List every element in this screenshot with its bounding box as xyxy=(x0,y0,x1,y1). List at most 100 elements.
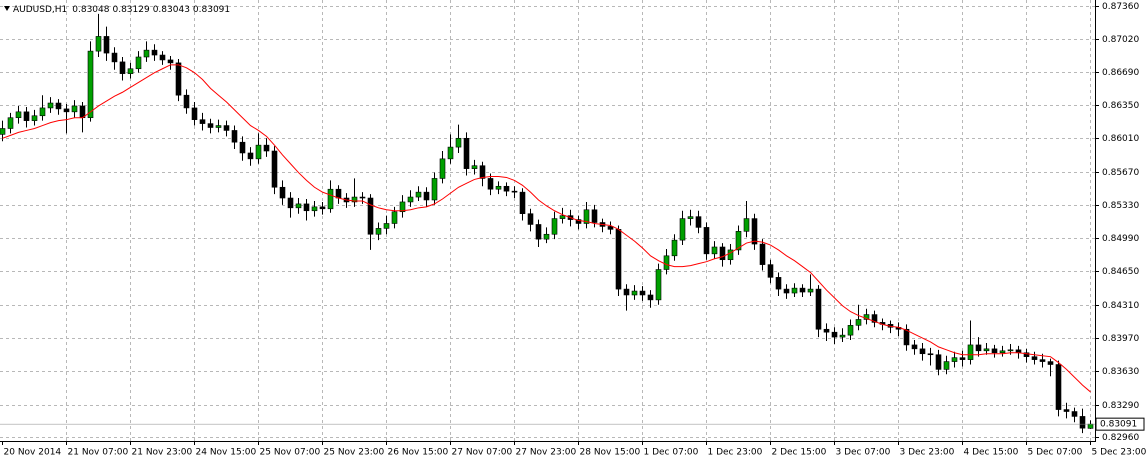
candle-body xyxy=(607,226,614,230)
candle-body xyxy=(239,141,246,154)
x-tick-label: 3 Dec 07:00 xyxy=(836,448,891,458)
y-tick-label: 0.84990 xyxy=(1102,234,1139,244)
candle-body xyxy=(471,165,478,169)
candle-body xyxy=(735,231,742,251)
candle-body xyxy=(255,144,262,160)
y-tick-label: 0.82960 xyxy=(1102,433,1139,443)
candle-body xyxy=(975,344,982,352)
chart-title: AUDUSD,H1 0.83048 0.83129 0.83043 0.83091 xyxy=(13,5,230,15)
candle-body xyxy=(1031,356,1038,360)
x-tick-label: 5 Dec 07:00 xyxy=(1028,448,1083,458)
candle-body xyxy=(383,223,390,229)
candle-body xyxy=(959,357,966,360)
candle-body xyxy=(7,117,14,129)
x-tick-label: 20 Nov 2014 xyxy=(4,448,62,458)
y-tick-label: 0.83970 xyxy=(1102,334,1139,344)
candle-body xyxy=(703,227,710,255)
candle-body xyxy=(407,196,414,203)
candle-body xyxy=(903,328,910,346)
candle-body xyxy=(639,290,646,296)
candle-body xyxy=(479,165,486,179)
candle-body xyxy=(631,290,638,296)
candle-body xyxy=(919,348,926,355)
candle-body xyxy=(1047,361,1054,365)
candle-body xyxy=(191,107,198,120)
candle-body xyxy=(15,111,22,119)
candle-body xyxy=(727,249,734,261)
candle-body xyxy=(1087,423,1094,429)
candle-body xyxy=(231,130,238,143)
candle-body xyxy=(807,288,814,293)
candle-body xyxy=(183,94,190,109)
candle-body xyxy=(199,119,206,124)
x-tick-label: 1 Dec 23:00 xyxy=(708,448,763,458)
x-tick-label: 24 Nov 15:00 xyxy=(196,448,257,458)
candle-body xyxy=(367,197,374,235)
x-tick-label: 25 Nov 07:00 xyxy=(260,448,321,458)
candle-body xyxy=(663,255,670,270)
candle-body xyxy=(743,218,750,232)
candle-body xyxy=(623,288,630,296)
candle-body xyxy=(431,178,438,201)
plot xyxy=(0,13,1094,434)
y-tick-label: 0.86010 xyxy=(1102,134,1139,144)
candle-body xyxy=(39,107,46,117)
candle-body xyxy=(815,288,822,330)
symbol-menu[interactable] xyxy=(4,6,10,11)
candle-body xyxy=(447,146,454,160)
candle-body xyxy=(399,201,406,213)
candle-body xyxy=(871,314,878,323)
candle-body xyxy=(359,196,366,199)
candle-body xyxy=(263,144,270,152)
candle-body xyxy=(0,128,6,135)
x-tick-label: 2 Dec 15:00 xyxy=(772,448,827,458)
ohlc-open: 0.83048 xyxy=(72,5,109,15)
candle-body xyxy=(207,123,214,128)
candle-body xyxy=(767,264,774,278)
ohlc-low: 0.83043 xyxy=(153,5,190,15)
candle-body xyxy=(127,68,134,74)
candle-body xyxy=(119,61,126,74)
candle-body xyxy=(991,348,998,354)
candle-body xyxy=(1007,349,1014,352)
candle-body xyxy=(135,56,142,70)
price-label: 0.83091 xyxy=(1100,420,1137,430)
candle-body xyxy=(55,102,62,110)
candle-body xyxy=(719,246,726,261)
candle-body xyxy=(487,178,494,190)
candle-body xyxy=(223,125,230,131)
candle-body xyxy=(911,344,918,350)
candle-body xyxy=(1023,352,1030,357)
candle-body xyxy=(535,224,542,240)
grid xyxy=(0,0,1095,441)
y-tick-label: 0.83290 xyxy=(1102,401,1139,411)
candle-body xyxy=(31,115,38,121)
candle-body xyxy=(839,334,846,338)
candle-body xyxy=(303,203,310,212)
x-tick-label: 27 Nov 23:00 xyxy=(516,448,577,458)
candle-body xyxy=(95,36,102,52)
symbol: AUDUSD,H1 xyxy=(13,5,67,15)
candle-body xyxy=(71,105,78,113)
candle-body xyxy=(1079,416,1086,429)
x-tick-label: 3 Dec 23:00 xyxy=(900,448,955,458)
candle-body xyxy=(751,218,758,245)
candle-body xyxy=(311,206,318,212)
candle-body xyxy=(527,213,534,225)
candle-body xyxy=(247,152,254,160)
candle-body xyxy=(847,325,854,336)
candle-body xyxy=(575,219,582,224)
x-tick-label: 26 Nov 15:00 xyxy=(388,448,449,458)
x-tick-label: 4 Dec 15:00 xyxy=(964,448,1019,458)
candle-body xyxy=(519,191,526,214)
candle-body xyxy=(47,102,54,109)
y-tick-label: 0.86690 xyxy=(1102,68,1139,78)
candle-body xyxy=(559,215,566,219)
candle-body xyxy=(983,348,990,352)
candle-body xyxy=(791,287,798,294)
candle-body xyxy=(455,137,462,148)
candle-body xyxy=(375,228,382,235)
x-tick-label: 25 Nov 23:00 xyxy=(324,448,385,458)
candle-body xyxy=(687,216,694,219)
candle-body xyxy=(279,186,286,199)
